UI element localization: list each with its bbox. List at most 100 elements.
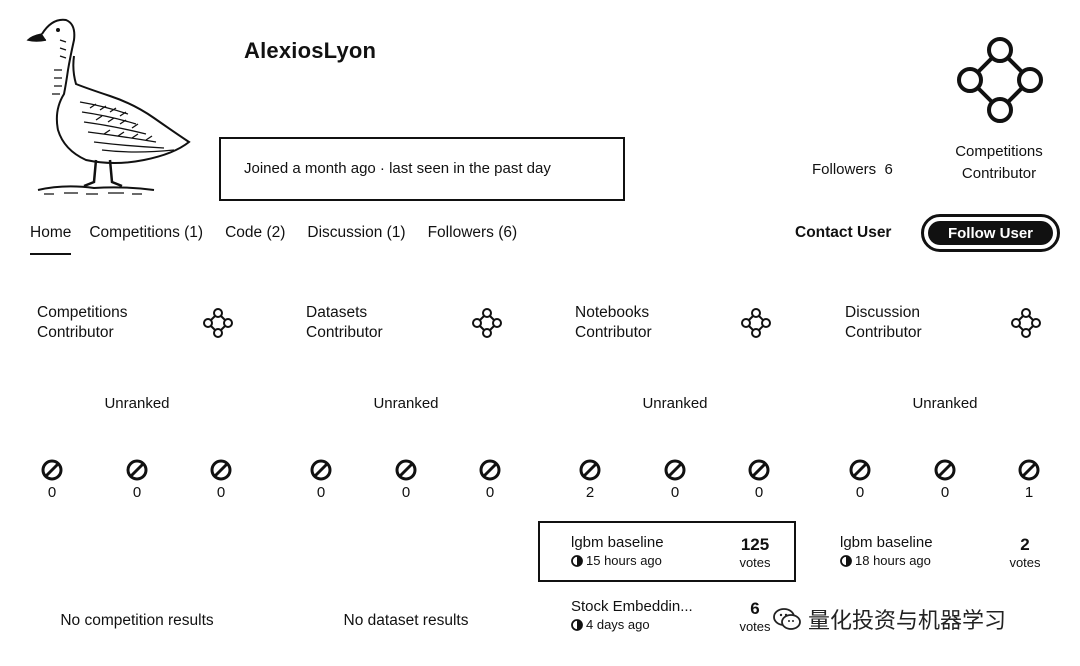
votes-count: 2 xyxy=(1020,535,1030,554)
medal-icon xyxy=(748,459,770,481)
medal-silver: 0 xyxy=(930,459,960,501)
category-rank: Unranked xyxy=(642,395,708,412)
medal-icon xyxy=(41,459,63,481)
category-title: Competitions Contributor xyxy=(37,303,127,343)
tab-followers[interactable]: Followers (6) xyxy=(427,224,518,241)
no-results-text: No dataset results xyxy=(343,612,469,629)
category-datasets: Datasets Contributor Unranked 0 0 0 No d… xyxy=(306,300,546,660)
medal-gold: 0 xyxy=(37,459,67,501)
medal-silver: 0 xyxy=(391,459,421,501)
category-title-line2: Contributor xyxy=(37,324,114,341)
notebook-time: 4 days ago xyxy=(586,617,650,632)
votes-label: votes xyxy=(739,619,771,634)
medal-gold: 2 xyxy=(575,459,605,501)
contributor-tier-icon xyxy=(954,36,1046,126)
medal-icon xyxy=(310,459,332,481)
contributor-tier-icon xyxy=(472,308,502,338)
contributor-tier-icon xyxy=(1011,308,1041,338)
category-title-line1: Notebooks xyxy=(575,304,650,321)
medal-bronze: 0 xyxy=(475,459,505,501)
category-title-line2: Contributor xyxy=(306,324,383,341)
notebook-meta: 4 days ago xyxy=(571,617,731,632)
follow-user-label: Follow User xyxy=(928,221,1053,245)
category-title: Notebooks Contributor xyxy=(575,303,652,343)
votes-label: votes xyxy=(1009,555,1041,570)
tier-label-line1: Competitions xyxy=(955,143,1043,160)
category-title-line2: Contributor xyxy=(575,324,652,341)
category-discussion: Discussion Contributor Unranked 0 0 1 xyxy=(845,300,1080,660)
notebook-card-highlight xyxy=(538,521,796,582)
no-results-text: No competition results xyxy=(60,612,214,629)
clock-icon xyxy=(571,554,583,567)
tab-discussion[interactable]: Discussion (1) xyxy=(307,224,406,241)
category-title-line2: Contributor xyxy=(845,324,922,341)
followers-count[interactable]: Followers 6 xyxy=(812,161,893,178)
profile-username: AlexiosLyon xyxy=(244,38,377,63)
discussion-time: 18 hours ago xyxy=(855,553,931,568)
medal-icon xyxy=(849,459,871,481)
category-title-line1: Competitions xyxy=(37,304,128,321)
contact-user-button[interactable]: Contact User xyxy=(795,224,892,241)
notebook-item[interactable]: Stock Embeddin... 4 days ago xyxy=(571,598,731,632)
votes-label: votes xyxy=(739,555,771,570)
medal-count: 0 xyxy=(316,484,326,501)
medal-icon xyxy=(664,459,686,481)
notebook-votes: 125 votes xyxy=(730,535,780,570)
tab-code[interactable]: Code (2) xyxy=(225,224,286,241)
votes-count: 125 xyxy=(740,535,770,554)
medal-icon xyxy=(579,459,601,481)
tier-label: Competitions Contributor xyxy=(940,141,1058,185)
contributor-tier-icon xyxy=(203,308,233,338)
category-title-line1: Datasets xyxy=(306,304,368,321)
notebook-meta: 15 hours ago xyxy=(571,553,731,568)
notebook-title[interactable]: Stock Embeddin... xyxy=(571,598,693,615)
profile-avatar xyxy=(24,10,204,200)
profile-joined-text: Joined a month ago · last seen in the pa… xyxy=(244,160,551,177)
medal-icon xyxy=(126,459,148,481)
notebook-item[interactable]: lgbm baseline 15 hours ago xyxy=(571,534,731,568)
category-title: Datasets Contributor xyxy=(306,303,383,343)
medal-icon xyxy=(1018,459,1040,481)
notebook-votes: 6 votes xyxy=(730,599,780,634)
contributor-tier-icon xyxy=(741,308,771,338)
medal-bronze: 1 xyxy=(1014,459,1044,501)
clock-icon xyxy=(571,618,583,631)
profile-status-box xyxy=(219,137,625,201)
medal-icon xyxy=(934,459,956,481)
tab-competitions[interactable]: Competitions (1) xyxy=(89,224,204,241)
medal-bronze: 0 xyxy=(744,459,774,501)
medal-count: 0 xyxy=(940,484,950,501)
medal-count: 0 xyxy=(216,484,226,501)
goose-avatar-icon xyxy=(26,18,191,195)
medal-silver: 0 xyxy=(122,459,152,501)
medal-count: 0 xyxy=(754,484,764,501)
follow-user-button[interactable]: Follow User xyxy=(921,214,1060,252)
tab-home[interactable]: Home xyxy=(30,224,72,255)
category-rank: Unranked xyxy=(104,395,170,412)
medal-count: 0 xyxy=(132,484,142,501)
medal-count: 0 xyxy=(855,484,865,501)
category-notebooks: Notebooks Contributor Unranked 2 0 0 xyxy=(575,300,815,660)
medal-gold: 0 xyxy=(306,459,336,501)
category-rank: Unranked xyxy=(373,395,439,412)
clock-icon xyxy=(840,554,852,567)
medal-count: 0 xyxy=(670,484,680,501)
medal-count: 2 xyxy=(585,484,595,501)
category-rank: Unranked xyxy=(912,395,978,412)
medal-count: 0 xyxy=(47,484,57,501)
votes-count: 6 xyxy=(750,599,760,618)
watermark-text: 量化投资与机器学习 xyxy=(808,608,1007,633)
notebook-title[interactable]: lgbm baseline xyxy=(571,534,664,551)
watermark: 量化投资与机器学习 xyxy=(772,603,1006,635)
category-title: Discussion Contributor xyxy=(845,303,922,343)
discussion-title[interactable]: lgbm baseline xyxy=(840,534,933,551)
discussion-votes: 2 votes xyxy=(1000,535,1050,570)
category-title-line1: Discussion xyxy=(845,304,920,321)
medal-icon xyxy=(210,459,232,481)
discussion-item[interactable]: lgbm baseline 18 hours ago xyxy=(840,534,1000,568)
category-competitions: Competitions Contributor Unranked 0 0 0 … xyxy=(37,300,277,660)
medal-icon xyxy=(479,459,501,481)
tier-label-line2: Contributor xyxy=(961,165,1037,182)
medal-silver: 0 xyxy=(660,459,690,501)
medal-count: 0 xyxy=(485,484,495,501)
